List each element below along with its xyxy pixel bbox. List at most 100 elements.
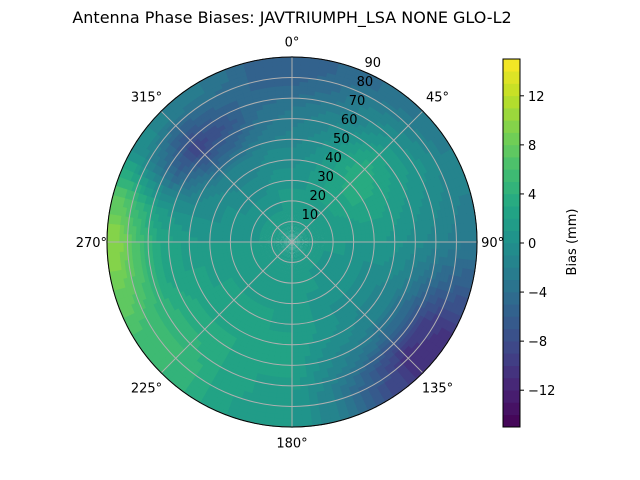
heat-cell <box>313 253 319 257</box>
heat-cell <box>357 237 363 243</box>
heat-cell <box>303 122 312 129</box>
heat-cell <box>303 206 308 213</box>
heat-cell <box>307 265 312 271</box>
heat-cell <box>291 134 299 140</box>
heat-cell <box>308 227 314 231</box>
heat-cell <box>298 101 308 108</box>
heat-cell <box>353 234 359 240</box>
heat-cell <box>291 192 295 197</box>
heat-cell <box>295 230 299 235</box>
heat-cell <box>311 235 317 238</box>
heat-cell <box>293 233 297 239</box>
heat-cell <box>296 226 300 232</box>
heat-cell <box>302 197 307 203</box>
heat-cell <box>313 227 319 231</box>
heat-cell <box>330 254 336 259</box>
heat-cell <box>293 274 297 280</box>
heat-cell <box>344 232 350 237</box>
heat-cell <box>295 249 298 254</box>
heat-cell <box>301 231 306 235</box>
heat-cell <box>311 223 316 228</box>
heat-cell <box>314 231 321 235</box>
heat-cell <box>432 279 440 290</box>
heat-cell <box>415 234 421 243</box>
heat-cell <box>296 248 300 253</box>
heat-cell <box>452 284 460 297</box>
heat-cell <box>436 280 444 292</box>
heat-cell <box>329 94 340 102</box>
heat-cell <box>299 209 303 215</box>
heat-cell <box>317 253 323 258</box>
heat-cell <box>336 409 349 418</box>
heat-cell <box>301 335 309 341</box>
heat-cell <box>398 235 404 243</box>
heat-cell <box>293 266 296 272</box>
heat-cell <box>377 246 383 252</box>
heat-cell <box>296 290 301 296</box>
heat-cell <box>447 249 453 260</box>
heat-cell <box>343 76 355 85</box>
heat-cell <box>300 242 305 245</box>
heat-cell <box>449 168 458 181</box>
heat-cell <box>291 175 296 181</box>
heat-cell <box>440 281 448 293</box>
heat-cell <box>300 205 304 211</box>
heat-cell <box>303 351 311 358</box>
heat-cell <box>297 231 301 236</box>
heat-cell <box>295 242 301 245</box>
heat-cell <box>299 245 304 249</box>
heat-cell <box>315 247 321 250</box>
heat-cell <box>300 60 312 67</box>
heat-cell <box>291 72 302 78</box>
heat-cell <box>428 278 436 289</box>
heat-cell <box>299 81 310 87</box>
heat-cell <box>455 285 464 298</box>
heat-cell <box>447 232 453 243</box>
heat-cell <box>329 382 340 390</box>
heat-cell <box>302 232 307 236</box>
heat-cell <box>301 206 306 212</box>
heat-cell <box>296 286 301 292</box>
heat-cell <box>304 222 310 227</box>
heat-cell <box>302 259 306 264</box>
heat-cell <box>304 110 314 117</box>
heat-cell <box>353 399 366 408</box>
heat-cell <box>296 146 303 153</box>
heat-cell <box>319 249 325 253</box>
heat-cell <box>321 224 327 229</box>
heat-cell <box>386 236 392 243</box>
heat-cell <box>463 250 470 262</box>
heat-cell <box>446 274 454 286</box>
heat-cell <box>308 253 314 257</box>
heat-cell <box>302 268 306 274</box>
heat-cell <box>298 233 303 237</box>
heat-cell <box>455 249 461 261</box>
heat-cell <box>446 198 454 210</box>
heat-cell <box>301 230 306 235</box>
heat-cell <box>307 254 312 260</box>
heat-cell <box>296 253 300 258</box>
heat-cell <box>334 402 347 410</box>
heat-cell <box>296 240 301 242</box>
heat-cell <box>301 263 306 269</box>
heat-cell <box>439 241 445 251</box>
heat-cell <box>294 253 297 259</box>
heat-cell <box>306 208 311 214</box>
heat-cell <box>394 246 400 254</box>
heat-cell <box>294 216 297 222</box>
heat-cell <box>291 109 300 115</box>
heat-cell <box>424 196 432 207</box>
heat-cell <box>406 235 412 243</box>
heat-cell <box>301 248 307 253</box>
heat-cell <box>298 213 302 219</box>
heat-cell <box>303 215 307 221</box>
heat-cell <box>394 230 400 238</box>
heat-cell <box>295 237 301 241</box>
heat-cell <box>306 266 311 272</box>
heat-cell <box>335 70 348 79</box>
heat-cell <box>302 347 311 354</box>
heat-cell <box>303 245 309 248</box>
heat-cell <box>299 269 303 275</box>
heat-cell <box>340 391 352 400</box>
heat-cell <box>295 253 298 259</box>
